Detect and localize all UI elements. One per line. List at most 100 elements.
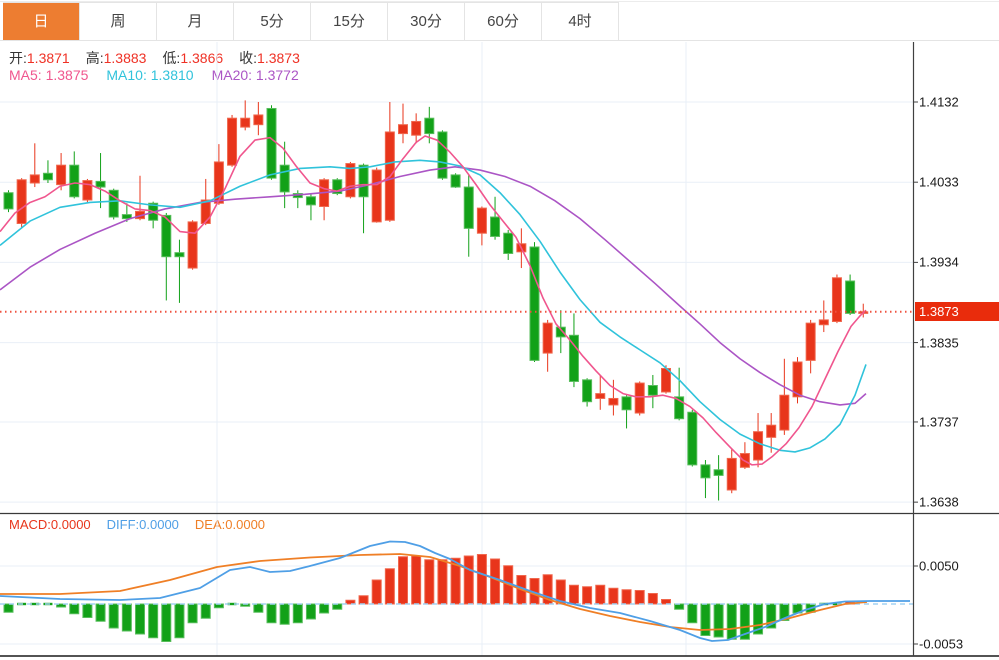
- macd-legend-item: MACD:0.0000: [9, 517, 91, 532]
- macd-bar: [542, 574, 553, 605]
- macd-bar: [411, 555, 422, 605]
- macd-bar: [726, 603, 737, 640]
- macd-info-row: MACD:0.0000 DIFF:0.0000 DEA:0.0000: [9, 517, 281, 532]
- macd-bar: [358, 595, 369, 605]
- axis-tick-label: -0.0053: [919, 636, 964, 652]
- candle-body: [187, 221, 198, 269]
- ohlc-value: 1.3873: [257, 50, 300, 66]
- macd-bar: [332, 603, 343, 610]
- macd-bar: [568, 584, 579, 605]
- macd-bar: [437, 559, 448, 605]
- axis-tick-label: 1.3638: [919, 494, 959, 510]
- macd-bar: [174, 603, 185, 639]
- candle-body: [95, 180, 106, 188]
- candle-body: [634, 382, 645, 414]
- candle-body: [16, 179, 27, 224]
- candle-body: [82, 180, 93, 201]
- candle-body: [503, 232, 514, 254]
- tab-30min[interactable]: 30分: [388, 3, 465, 41]
- candle-body: [437, 131, 448, 179]
- macd-bar: [69, 603, 80, 615]
- candle-body: [253, 114, 264, 126]
- macd-bar: [200, 603, 211, 619]
- macd-bar: [121, 603, 132, 632]
- tab-week[interactable]: 周: [80, 3, 157, 41]
- macd-bar: [227, 602, 237, 606]
- candle-body: [700, 464, 711, 479]
- macd-bar: [634, 590, 645, 605]
- candle-body: [240, 117, 251, 128]
- ohlc-info-row: 开:1.3871 高:1.3883 低:1.3866 收:1.3873: [9, 48, 316, 68]
- macd-bar: [424, 559, 435, 605]
- candle-body: [450, 174, 461, 188]
- macd-bar: [384, 568, 395, 605]
- candle-body: [463, 186, 474, 229]
- candle-body: [555, 326, 566, 338]
- ma-legend-item: MA10: 1.3810: [106, 67, 194, 83]
- macd-bar: [832, 602, 842, 606]
- candle-body: [227, 117, 238, 166]
- macd-bar: [3, 603, 14, 613]
- ma-legend-item: MA20: 1.3772: [211, 67, 299, 83]
- candle-body: [424, 117, 435, 135]
- candle-body: [818, 319, 829, 326]
- current-price-box: 1.3873: [915, 302, 999, 322]
- ohlc-label: 高:: [85, 50, 104, 66]
- macd-bar: [450, 557, 461, 605]
- macd-legend-item: DIFF:0.0000: [106, 517, 179, 532]
- candle-body: [332, 179, 343, 195]
- tab-4hour[interactable]: 4时: [542, 3, 619, 41]
- macd-bar: [292, 603, 303, 624]
- macd-bar: [187, 603, 198, 624]
- candle-body: [476, 207, 487, 234]
- candle-body: [792, 361, 803, 398]
- ohlc-label: 低:: [162, 50, 181, 66]
- candle-body: [411, 120, 422, 136]
- macd-bar: [674, 603, 685, 610]
- axis-tick-label: 1.3737: [919, 414, 959, 430]
- candle-body: [845, 280, 856, 314]
- candle-body: [621, 396, 632, 411]
- ma-legend-item: MA5: 1.3875: [9, 67, 89, 83]
- candle-body: [674, 396, 685, 420]
- candle-body: [29, 174, 40, 184]
- tab-day[interactable]: 日: [3, 3, 80, 41]
- macd-bar: [345, 599, 356, 605]
- macd-bar: [30, 602, 40, 606]
- ohlc-label: 收:: [239, 50, 258, 66]
- candle-body: [161, 214, 172, 258]
- macd-bar: [135, 603, 145, 635]
- macd-bar: [476, 554, 487, 605]
- ohlc-value: 1.3883: [103, 50, 147, 66]
- axis-tick-label: 1.4132: [919, 94, 959, 110]
- top-border: [0, 1, 999, 2]
- candle-body: [345, 163, 356, 198]
- candle-body: [647, 385, 658, 396]
- candle-body: [608, 397, 619, 406]
- timeframe-tab-bar: 日周月 5分 15分 30分 60分 4时: [3, 2, 619, 41]
- tab-15min[interactable]: 15分: [311, 3, 388, 41]
- macd-bar: [647, 593, 658, 605]
- ohlc-value: 1.3866: [180, 50, 224, 66]
- candle-body: [595, 393, 606, 399]
- candle-body: [358, 164, 369, 198]
- axis-tick-label: 1.4033: [919, 174, 959, 190]
- tab-60min[interactable]: 60分: [465, 3, 542, 41]
- macd-bar: [463, 555, 474, 605]
- macd-bar: [713, 603, 724, 638]
- ma20-line: [0, 166, 867, 406]
- axis-tick-label: 0.0050: [919, 558, 959, 574]
- candle-body: [213, 161, 224, 204]
- macd-bar: [148, 603, 159, 639]
- macd-bar: [279, 603, 290, 625]
- macd-bar: [398, 556, 408, 605]
- candle-body: [279, 164, 290, 193]
- tab-month[interactable]: 月: [157, 3, 234, 41]
- tab-5min[interactable]: 5分: [234, 3, 311, 41]
- macd-bar: [56, 603, 67, 608]
- candle-body: [529, 246, 540, 361]
- candle-body: [108, 189, 119, 218]
- candle-body: [305, 196, 316, 206]
- candle-body: [805, 322, 816, 361]
